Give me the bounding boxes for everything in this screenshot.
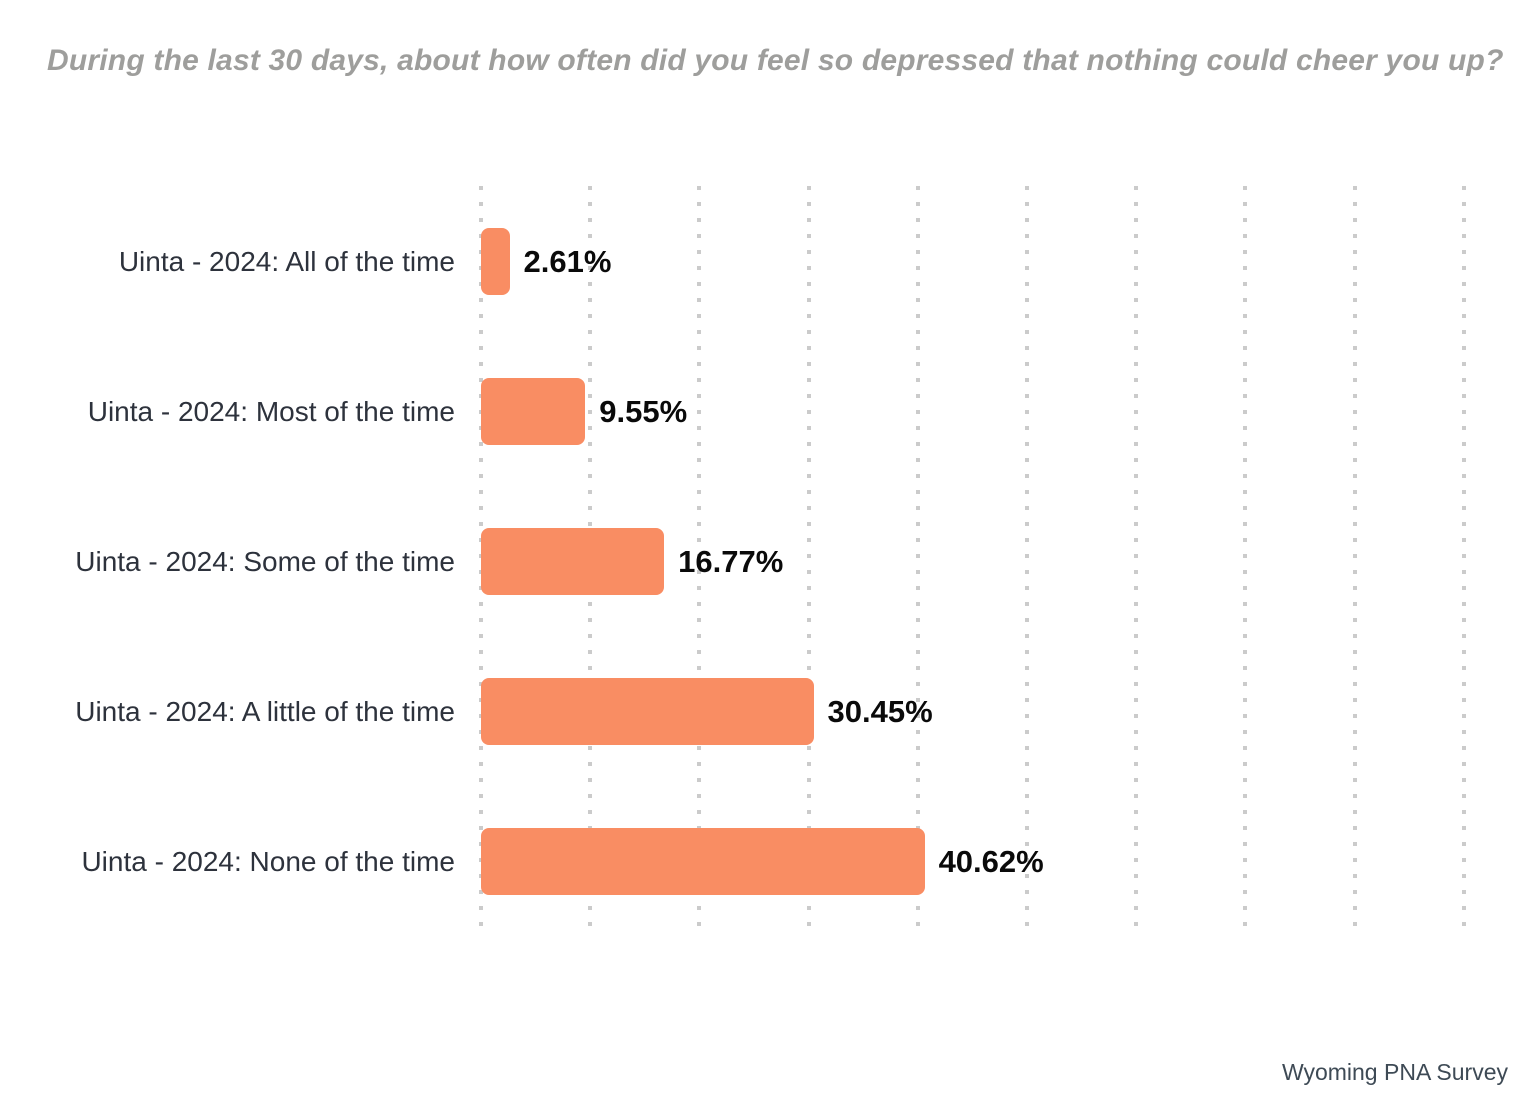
bar <box>481 228 510 295</box>
value-label: 2.61% <box>523 244 612 279</box>
gridline <box>1243 186 1248 930</box>
category-label: Uinta - 2024: None of the time <box>81 846 455 877</box>
value-label: 16.77% <box>678 544 784 579</box>
gridline <box>1352 186 1357 930</box>
gridline <box>1134 186 1139 930</box>
category-label: Uinta - 2024: A little of the time <box>75 696 455 727</box>
value-label: 30.45% <box>827 694 933 729</box>
category-label: Uinta - 2024: All of the time <box>118 246 455 277</box>
gridline <box>1025 186 1029 930</box>
bar <box>481 378 586 445</box>
bar <box>481 828 925 895</box>
bar <box>481 528 665 595</box>
value-label: 40.62% <box>938 844 1044 879</box>
gridline <box>915 186 920 930</box>
value-label: 9.55% <box>599 394 688 429</box>
bar-chart: Uinta - 2024: All of the time 2.61% Uinta … <box>0 150 1518 960</box>
gridline <box>806 186 811 930</box>
gridline <box>1461 186 1466 930</box>
footer-credit: Wyoming PNA Survey <box>1281 1059 1508 1085</box>
gridline <box>697 186 702 930</box>
chart-title: During the last 30 days, about how often… <box>47 44 1504 77</box>
category-label: Uinta - 2024: Most of the time <box>87 396 455 427</box>
category-label: Uinta - 2024: Some of the time <box>75 546 455 577</box>
bar <box>481 678 814 745</box>
